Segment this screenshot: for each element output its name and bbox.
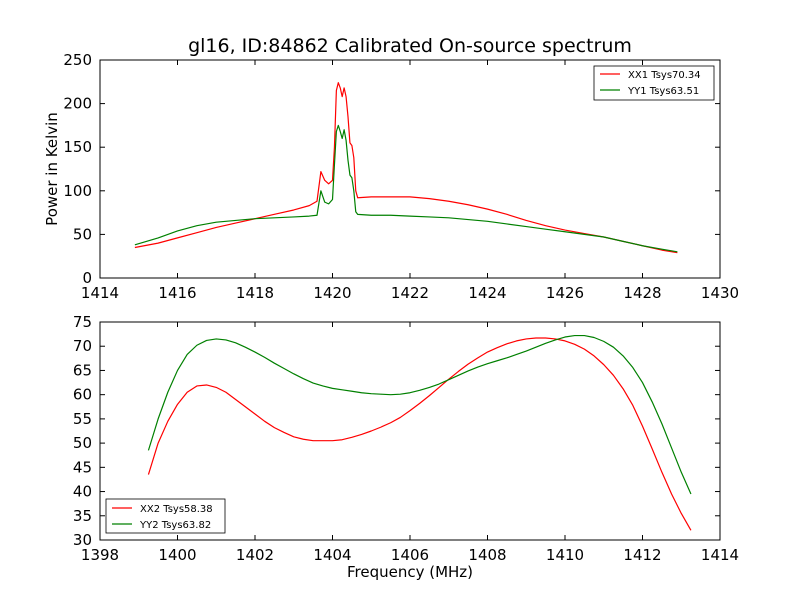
y-tick-label: 35 [73, 507, 92, 525]
top-series-lines [134, 82, 678, 254]
x-tick-label: 1398 [81, 546, 119, 564]
x-tick-label: 1410 [546, 546, 584, 564]
top-legend-box [593, 65, 715, 101]
x-tick-label: 1418 [236, 284, 274, 302]
x-tick-label: 1414 [81, 284, 119, 302]
series-line-1-1 [147, 334, 692, 495]
x-tick-label: 1422 [391, 284, 429, 302]
x-tick-label: 1414 [701, 546, 739, 564]
x-tick-label: 1426 [546, 284, 584, 302]
x-tick-label: 1404 [313, 546, 351, 564]
x-tick-label: 1412 [623, 546, 661, 564]
y-tick-label: 50 [73, 434, 92, 452]
y-tick-label: 0 [82, 269, 92, 287]
legend-label-yy1: YY1 Tsys63.51 [627, 86, 699, 97]
y-tick-label: 50 [73, 225, 92, 243]
bottom-axis-ticks: 1398 1400 1402 1404 1406 1408 1410 1412 1414 30 35… [73, 313, 739, 564]
x-tick-label: 1408 [468, 546, 506, 564]
y-tick-label: 100 [63, 182, 92, 200]
x-tick-label: 1416 [158, 284, 196, 302]
x-tick-label: 1428 [623, 284, 661, 302]
y-tick-label: 250 [63, 51, 92, 69]
y-tick-label: 150 [63, 138, 92, 156]
x-tick-label: 1420 [313, 284, 351, 302]
top-y-axis-label: Power in Kelvin [43, 112, 61, 226]
x-tick-label: 1400 [158, 546, 196, 564]
bottom-x-axis-label: Frequency (MHz) [347, 563, 473, 581]
chart-title: gl16, ID:84862 Calibrated On-source spec… [188, 35, 632, 57]
x-tick-label: 1430 [701, 284, 739, 302]
y-tick-label: 70 [73, 337, 92, 355]
bottom-legend: XX2 Tsys58.38 YY2 Tsys63.82 [105, 498, 226, 534]
bottom-spectrum-panel: Frequency (MHz) 1398 1400 1402 1404 1406 1408… [73, 313, 739, 581]
series-line-1-0 [147, 337, 692, 531]
top-spectrum-panel: gl16, ID:84862 Calibrated On-source spec… [43, 35, 739, 302]
x-tick-label: 1424 [468, 284, 506, 302]
legend-label-xx2: XX2 Tsys58.38 [140, 504, 213, 515]
y-tick-label: 30 [73, 531, 92, 549]
y-tick-label: 45 [73, 458, 92, 476]
top-axis-ticks: 1414 1416 1418 1420 1422 1424 1426 1428 1430 0 50 1… [63, 51, 739, 302]
bottom-legend-box [105, 498, 226, 534]
legend-label-yy2: YY2 Tsys63.82 [139, 520, 211, 531]
y-tick-label: 40 [73, 483, 92, 501]
x-tick-label: 1402 [236, 546, 274, 564]
y-tick-label: 75 [73, 313, 92, 331]
bottom-series-lines [147, 334, 692, 531]
y-tick-label: 65 [73, 361, 92, 379]
series-line-0-0 [134, 82, 678, 254]
top-legend: XX1 Tsys70.34 YY1 Tsys63.51 [593, 65, 715, 101]
legend-label-xx1: XX1 Tsys70.34 [628, 70, 701, 81]
y-tick-label: 200 [63, 95, 92, 113]
series-line-0-1 [134, 124, 678, 253]
y-tick-label: 60 [73, 386, 92, 404]
y-tick-label: 55 [73, 410, 92, 428]
x-tick-label: 1406 [391, 546, 429, 564]
